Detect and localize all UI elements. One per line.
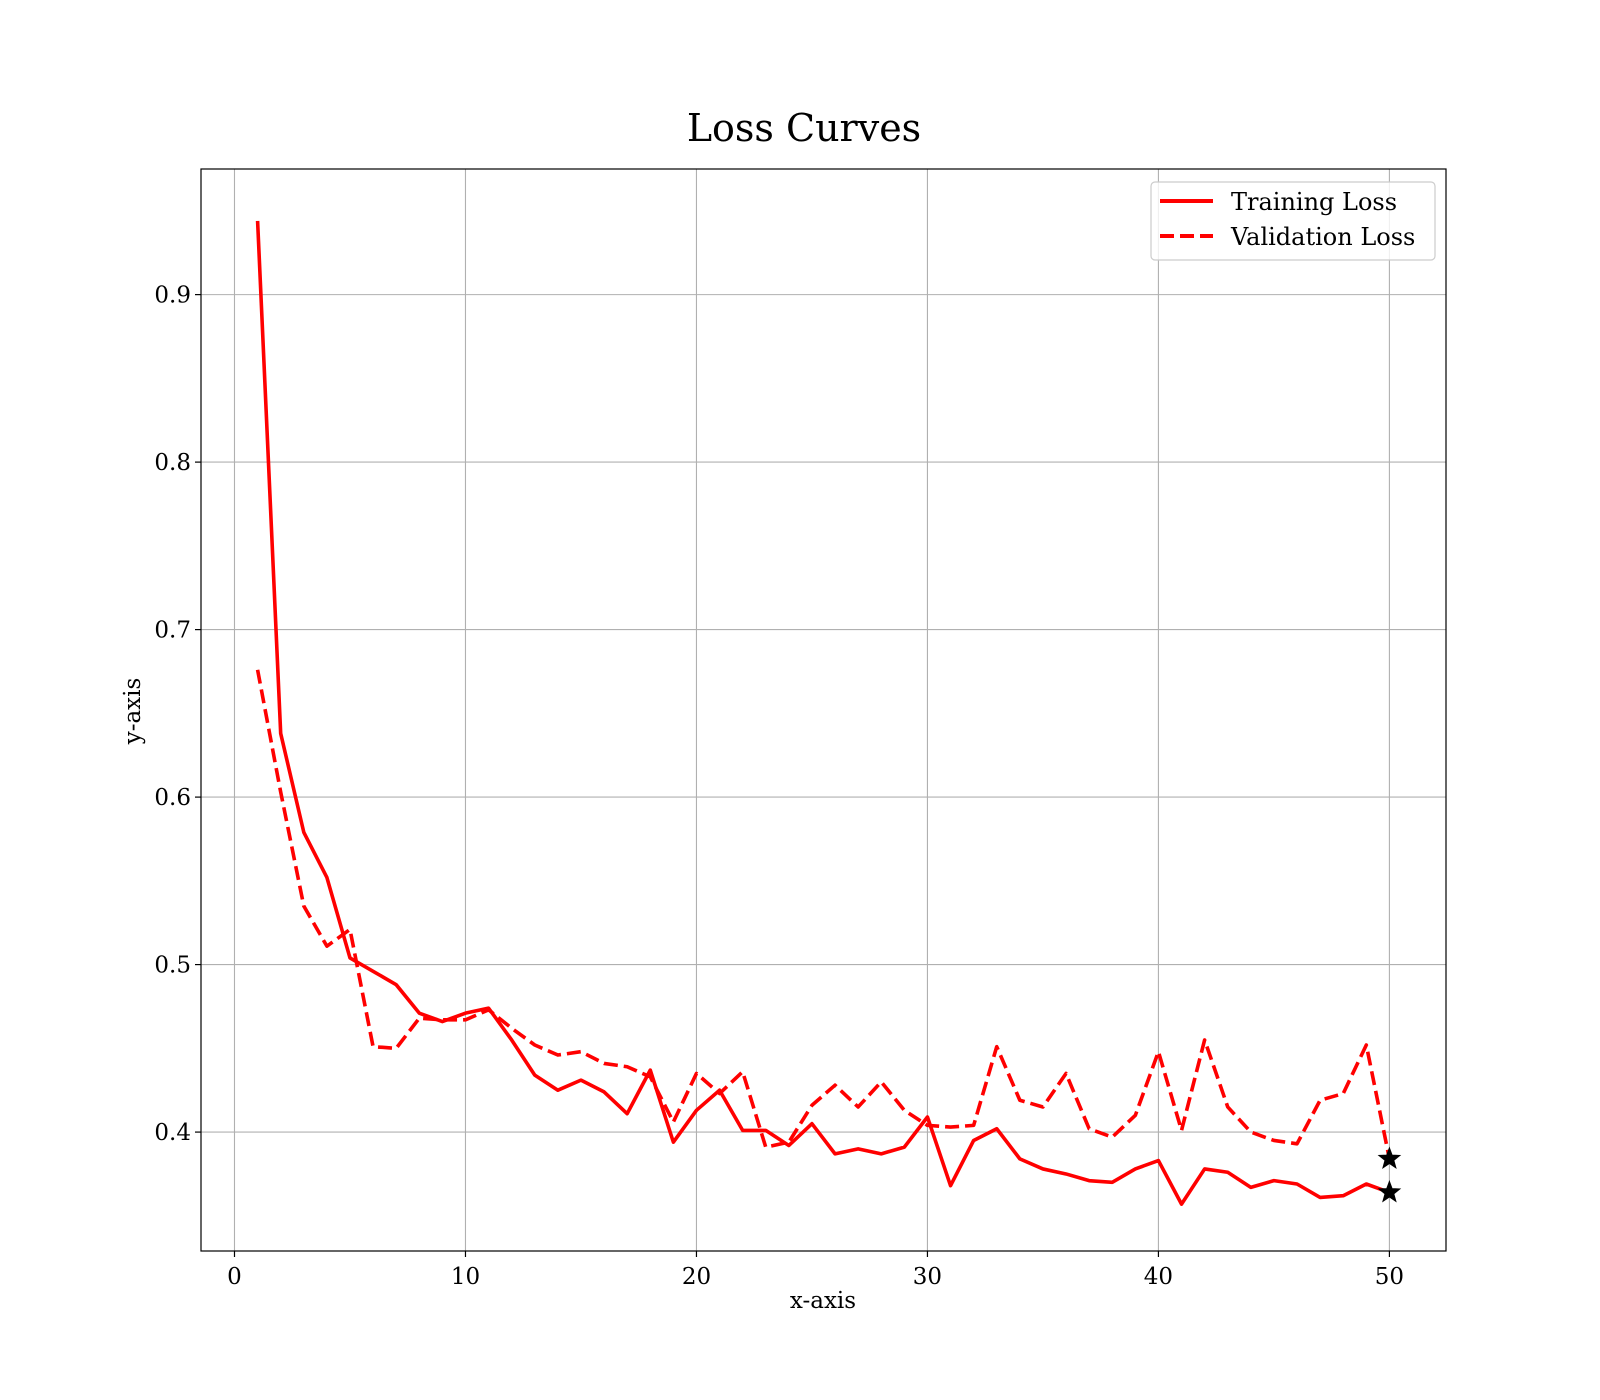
validation-best-star-marker [1377, 1146, 1402, 1169]
y-tick-label: 0.5 [154, 953, 191, 979]
validation-loss-line [255, 669, 1392, 1160]
x-tick-label: 20 [682, 1264, 711, 1290]
best-markers [1377, 1146, 1402, 1203]
legend: Training Loss Validation Loss [1150, 181, 1436, 261]
training-best-star-marker [1377, 1179, 1402, 1203]
training-loss-line [255, 220, 1391, 1206]
legend-box [1150, 181, 1436, 261]
chart-title: Loss Curves [687, 106, 921, 150]
x-tick-label: 0 [227, 1264, 242, 1290]
x-tick-label: 10 [451, 1264, 480, 1290]
y-tick-label: 0.7 [154, 618, 191, 644]
grid [201, 169, 1446, 1251]
plot-series [255, 220, 1392, 1206]
legend-label-training: Training Loss [1231, 188, 1397, 216]
legend-label-validation: Validation Loss [1230, 223, 1415, 251]
plot-frame [200, 168, 1447, 1252]
x-axis-label: x-axis [790, 1288, 856, 1314]
y-tick-label: 0.4 [154, 1120, 191, 1146]
x-tick-label: 40 [1144, 1264, 1173, 1290]
y-axis-label: y-axis [120, 678, 146, 746]
y-tick-label: 0.9 [154, 283, 191, 309]
y-tick-label: 0.8 [154, 450, 191, 476]
axis-ticks: 0 10 20 30 40 50 0.4 0.5 0.6 0.7 0.8 0.9 [154, 283, 1404, 1290]
x-tick-label: 30 [913, 1264, 942, 1290]
y-tick-label: 0.6 [154, 785, 191, 811]
x-tick-label: 50 [1375, 1264, 1404, 1290]
